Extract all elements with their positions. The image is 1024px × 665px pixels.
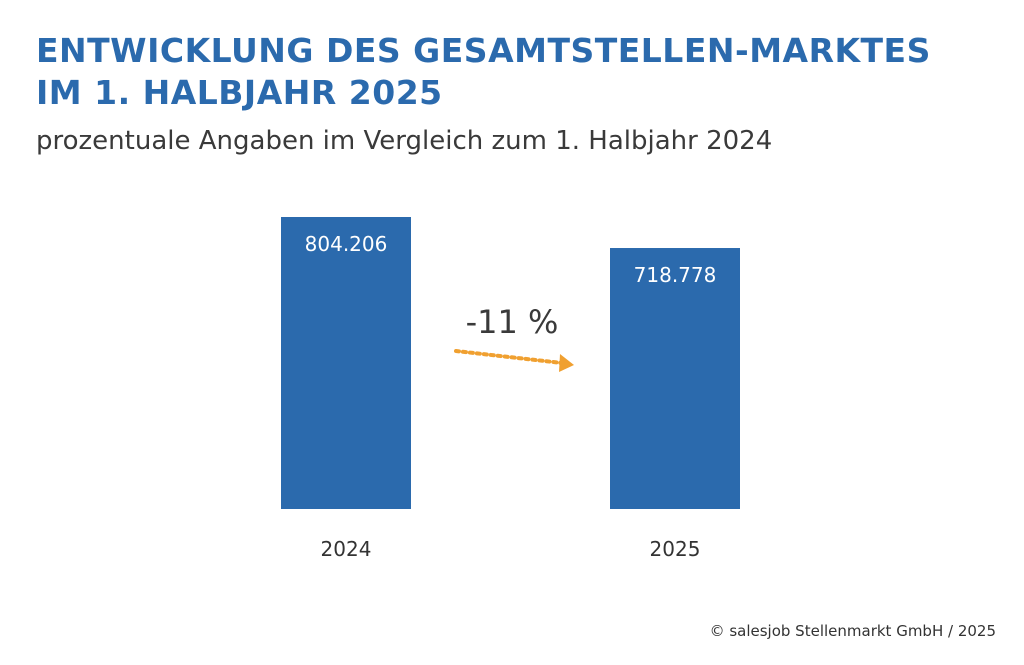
copyright-credit: © salesjob Stellenmarkt GmbH / 2025	[709, 622, 996, 640]
chart-title: ENTWICKLUNG DES GESAMTSTELLEN-MARKTES IM…	[36, 31, 931, 112]
bar-2024	[281, 217, 411, 509]
change-label: -11 %	[466, 303, 559, 341]
trend-arrow-head	[559, 354, 574, 372]
trend-arrow-line	[454, 349, 564, 365]
x-tick-label-2024: 2024	[321, 537, 372, 561]
trend-arrow	[454, 349, 574, 372]
x-tick-label-2025: 2025	[650, 537, 701, 561]
bar-2025	[610, 248, 740, 510]
chart-subtitle: prozentuale Angaben im Vergleich zum 1. …	[36, 126, 773, 156]
data-label-2024: 804.206	[305, 232, 388, 256]
data-label-2025: 718.778	[634, 263, 717, 287]
